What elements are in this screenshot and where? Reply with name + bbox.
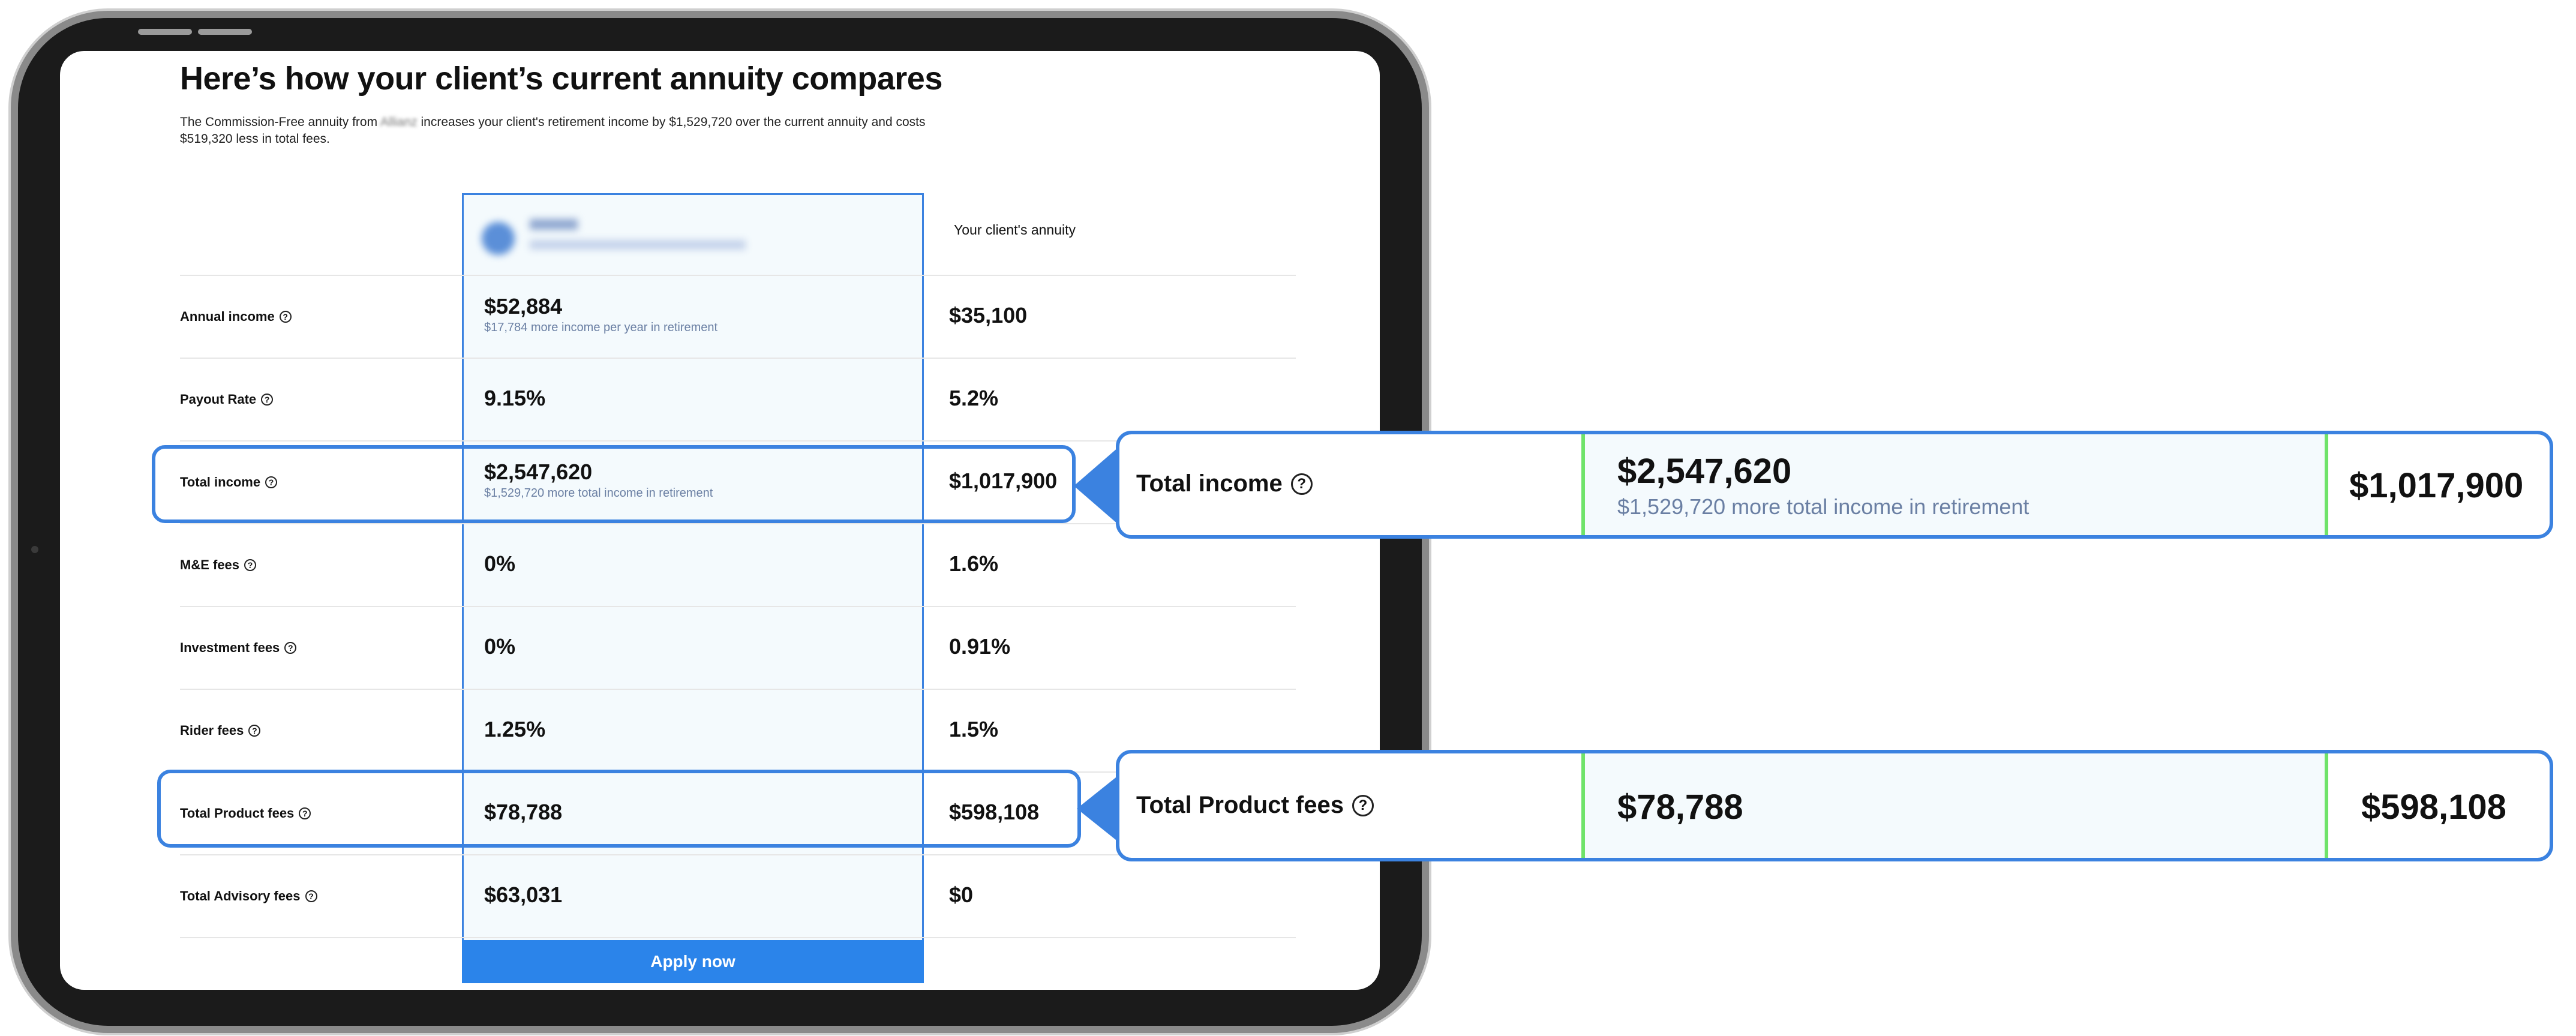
help-icon[interactable]: ? xyxy=(265,476,278,488)
callout-total-income: Total income? $2,547,620 $1,529,720 more… xyxy=(1116,431,2553,539)
payout-rate-ours: 9.15% xyxy=(484,386,546,410)
help-icon[interactable]: ? xyxy=(279,311,292,323)
callout-connector xyxy=(1077,773,1122,845)
rider-fees-ours: 1.25% xyxy=(484,717,546,741)
help-icon[interactable]: ? xyxy=(1290,473,1313,495)
callout-theirs-value: $598,108 xyxy=(2361,788,2506,827)
page-description: The Commission-Free annuity from Allianz… xyxy=(180,114,930,148)
investment-fees-ours: 0% xyxy=(484,634,516,659)
help-icon[interactable]: ? xyxy=(1352,794,1374,816)
total-income-ours-note: $1,529,720 more total income in retireme… xyxy=(484,487,713,500)
row-label-rider-fees: Rider fees? xyxy=(180,723,261,738)
total-advisory-fees-ours: $63,031 xyxy=(484,882,563,907)
row-label-annual-income: Annual income? xyxy=(180,309,292,325)
callout-ours-value: $2,547,620 xyxy=(1617,452,1792,491)
total-product-fees-highlight-ring xyxy=(157,770,1081,848)
callout-recommended-cell: $2,547,620 $1,529,720 more total income … xyxy=(1581,434,2328,535)
annual-income-theirs: $35,100 xyxy=(949,303,1028,328)
page-title: Here’s how your client’s current annuity… xyxy=(180,61,942,97)
total-product-fees-ours: $78,788 xyxy=(484,800,563,824)
callout-ours-value: $78,788 xyxy=(1617,788,1743,827)
total-product-fees-theirs: $598,108 xyxy=(949,800,1040,824)
description-text: The Commission-Free annuity from xyxy=(180,115,378,129)
row-label-investment-fees: Investment fees? xyxy=(180,640,297,656)
blurred-brand: Allianz xyxy=(380,115,418,129)
help-icon[interactable]: ? xyxy=(248,725,261,737)
annual-income-ours: $52,884 xyxy=(484,294,563,319)
help-icon[interactable]: ? xyxy=(284,642,297,654)
camera xyxy=(31,546,38,553)
product-logo xyxy=(482,222,515,255)
callout-connector xyxy=(1074,447,1119,525)
apply-now-button[interactable]: Apply now xyxy=(462,940,924,983)
me-fees-theirs: 1.6% xyxy=(949,551,999,576)
row-label-total-advisory-fees: Total Advisory fees? xyxy=(180,888,317,904)
callout-recommended-cell: $78,788 xyxy=(1581,753,2328,858)
callout-ours-note: $1,529,720 more total income in retireme… xyxy=(1617,494,2029,519)
column-header-client-annuity: Your client's annuity xyxy=(954,222,1076,238)
total-income-ours: $2,547,620 xyxy=(484,460,593,484)
row-label-me-fees: M&E fees? xyxy=(180,557,257,573)
total-income-theirs: $1,017,900 xyxy=(949,469,1058,493)
investment-fees-theirs: 0.91% xyxy=(949,634,1011,659)
total-income-highlight-ring xyxy=(152,445,1076,523)
help-icon[interactable]: ? xyxy=(299,807,311,819)
help-icon[interactable]: ? xyxy=(305,890,317,902)
total-advisory-fees-theirs: $0 xyxy=(949,882,974,907)
annual-income-ours-note: $17,784 more income per year in retireme… xyxy=(484,321,718,334)
help-icon[interactable]: ? xyxy=(261,394,274,406)
callout-label: Total income? xyxy=(1136,470,1313,497)
row-label-total-product-fees: Total Product fees? xyxy=(180,806,311,821)
volume-button xyxy=(138,29,192,35)
rider-fees-theirs: 1.5% xyxy=(949,717,999,741)
callout-theirs-value: $1,017,900 xyxy=(2349,466,2524,505)
help-icon[interactable]: ? xyxy=(244,559,257,571)
row-label-payout-rate: Payout Rate? xyxy=(180,392,274,407)
row-label-total-income: Total income? xyxy=(180,475,278,490)
callout-label: Total Product fees? xyxy=(1136,792,1374,819)
me-fees-ours: 0% xyxy=(484,551,516,576)
payout-rate-theirs: 5.2% xyxy=(949,386,999,410)
power-button xyxy=(198,29,252,35)
recommended-annuity-column xyxy=(462,193,924,979)
blurred-product-header xyxy=(482,216,758,255)
callout-total-product-fees: Total Product fees? $78,788 $598,108 xyxy=(1116,750,2553,861)
description-text: increases your client's retirement incom… xyxy=(180,115,926,146)
